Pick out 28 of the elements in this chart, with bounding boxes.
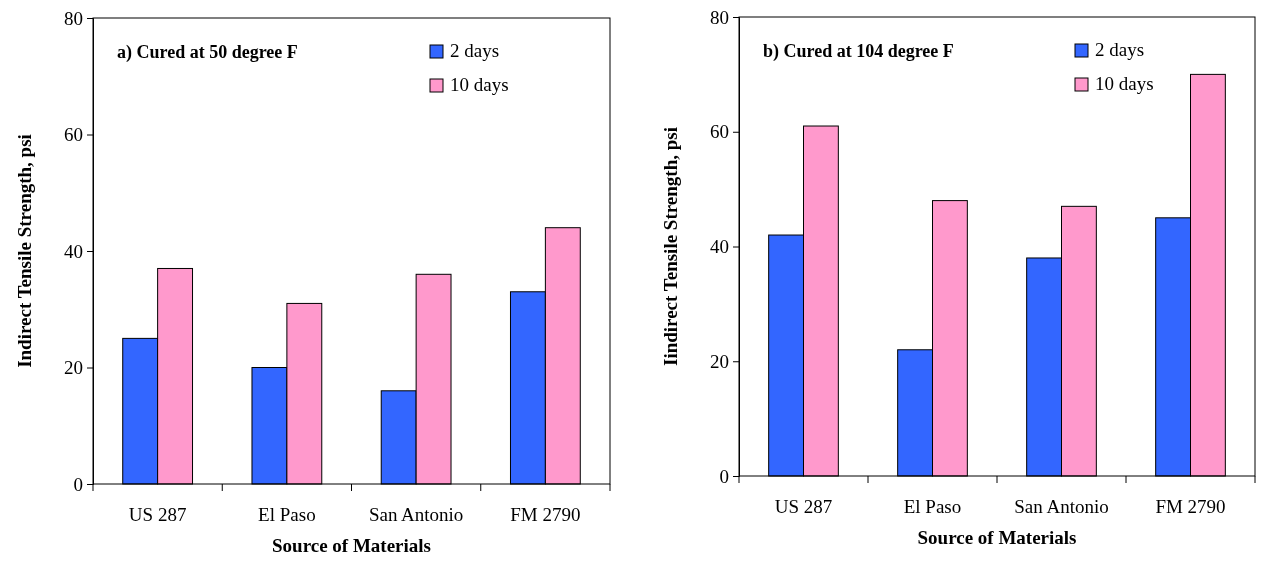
legend-label: 10 days <box>1095 73 1154 94</box>
legend-label: 10 days <box>450 74 509 95</box>
y-axis-title: Iindirect Tensile Strength, psi <box>660 127 681 366</box>
x-axis-title: Source of Materials <box>272 535 431 556</box>
y-tick-label: 60 <box>64 124 83 146</box>
x-tick-label: El Paso <box>258 504 316 526</box>
legend-label: 2 days <box>450 40 500 61</box>
y-tick-label: 40 <box>710 236 729 258</box>
y-tick-label: 80 <box>710 6 729 28</box>
x-tick-label: San Antonio <box>1014 496 1109 518</box>
text: a) Cured at 50 degree F <box>117 42 298 63</box>
y-tick-label: 60 <box>710 121 729 143</box>
y-tick-label: 40 <box>64 240 83 262</box>
x-tick-label: San Antonio <box>368 504 464 526</box>
y-axis-title: Indirect Tensile Strength, psi <box>14 134 35 368</box>
y-tick-label: 0 <box>719 465 729 487</box>
x-tick-label: FM 2790 <box>510 504 581 526</box>
legend-label: 2 days <box>1095 39 1145 60</box>
x-axis-title: Source of Materials <box>917 527 1077 548</box>
x-tick-label: US 287 <box>128 504 187 526</box>
x-tick-label: US 287 <box>774 496 833 518</box>
y-tick-label: 20 <box>64 357 83 379</box>
y-tick-label: 20 <box>710 350 729 372</box>
y-tick-label: 0 <box>73 473 83 495</box>
x-tick-label: El Paso <box>903 496 962 518</box>
text: b) Cured at 104 degree F <box>763 41 954 62</box>
x-tick-label: FM 2790 <box>1155 496 1226 518</box>
y-tick-label: 80 <box>64 7 83 29</box>
